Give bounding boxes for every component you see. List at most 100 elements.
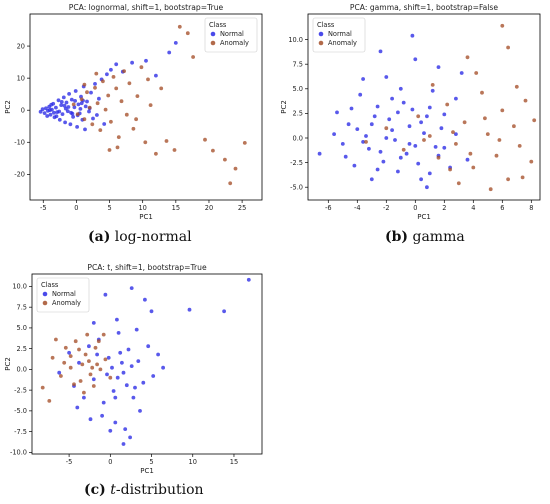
point-normal xyxy=(100,413,104,418)
series-normal xyxy=(38,41,178,132)
y-tick-label: 0.0 xyxy=(17,366,28,374)
point-normal xyxy=(76,102,81,107)
point-normal xyxy=(87,109,91,114)
point-normal xyxy=(109,67,113,72)
y-tick-label: -2.5 xyxy=(14,386,27,394)
point-anomaly xyxy=(59,374,63,378)
point-anomaly xyxy=(80,362,85,367)
point-anomaly xyxy=(185,31,190,36)
point-anomaly xyxy=(159,86,164,91)
point-normal xyxy=(95,352,99,357)
point-normal xyxy=(410,33,415,38)
point-anomaly xyxy=(148,103,153,107)
point-normal xyxy=(131,395,136,400)
point-anomaly xyxy=(454,142,458,146)
point-normal xyxy=(70,111,75,116)
point-anomaly xyxy=(95,362,99,367)
point-normal xyxy=(416,161,421,166)
point-normal xyxy=(133,385,137,390)
point-anomaly xyxy=(87,105,92,110)
point-anomaly xyxy=(75,112,80,116)
point-normal xyxy=(54,114,59,119)
point-normal xyxy=(413,144,418,148)
point-anomaly xyxy=(485,132,490,137)
chart-title: PCA: lognormal, shift=1, bootstrap=True xyxy=(69,3,224,12)
point-normal xyxy=(130,60,135,65)
point-anomaly xyxy=(384,126,389,131)
series-anomaly xyxy=(71,24,247,186)
point-anomaly xyxy=(364,140,368,144)
point-anomaly xyxy=(111,75,116,79)
point-normal xyxy=(144,58,148,63)
point-normal xyxy=(38,109,43,114)
point-anomaly xyxy=(506,177,510,182)
caption-b-letter: (b) xyxy=(385,229,409,245)
point-normal xyxy=(64,100,69,105)
point-anomaly xyxy=(114,86,119,91)
point-normal xyxy=(67,350,71,355)
point-normal xyxy=(57,117,62,122)
point-anomaly xyxy=(436,155,441,160)
point-normal xyxy=(72,105,77,110)
point-normal xyxy=(396,110,400,115)
legend-box xyxy=(36,277,90,313)
point-normal xyxy=(61,95,66,100)
point-normal xyxy=(121,370,126,375)
point-normal xyxy=(106,355,111,360)
y-tick-label: -20 xyxy=(14,171,25,179)
point-normal xyxy=(364,134,368,138)
legend-title: Class xyxy=(209,21,227,29)
point-normal xyxy=(62,103,67,108)
point-anomaly xyxy=(131,126,136,131)
point-normal xyxy=(108,428,113,433)
x-axis-label: PC1 xyxy=(139,213,153,221)
x-tick-label: 10 xyxy=(189,458,197,466)
y-tick-label: -7.5 xyxy=(14,428,27,436)
point-anomaly xyxy=(203,137,207,142)
point-normal xyxy=(116,331,121,335)
y-tick-label: 10.0 xyxy=(12,283,27,291)
series-anomaly xyxy=(40,332,113,403)
point-normal xyxy=(317,151,322,156)
point-anomaly xyxy=(211,148,215,153)
point-normal xyxy=(103,292,108,297)
point-normal xyxy=(390,96,394,101)
scatter-panel-gamma: PCA: gamma, shift=1, bootstrap=False -6 -4… xyxy=(280,3,541,221)
point-anomaly xyxy=(223,157,227,162)
point-normal xyxy=(128,435,133,440)
point-anomaly xyxy=(143,140,148,145)
point-anomaly xyxy=(106,93,111,98)
x-tick-label: -5 xyxy=(40,204,47,212)
point-anomaly xyxy=(127,81,132,86)
point-normal xyxy=(161,365,166,370)
point-anomaly xyxy=(109,119,113,124)
y-tick-label: 5.0 xyxy=(17,324,28,332)
y-tick-label: 0.0 xyxy=(293,134,304,142)
x-tick-label: 0 xyxy=(413,204,417,212)
point-normal xyxy=(372,114,377,119)
point-normal xyxy=(343,154,348,159)
point-normal xyxy=(439,126,444,131)
x-tick-label: 10 xyxy=(138,204,146,212)
point-normal xyxy=(79,101,84,106)
x-tick-label: -5 xyxy=(66,458,73,466)
y-tick-label: 20 xyxy=(17,42,25,50)
scatter-panel-lognormal: PCA: lognormal, shift=1, bootstrap=True -… xyxy=(4,3,263,221)
point-anomaly xyxy=(462,120,467,125)
legend-title: Class xyxy=(317,21,335,29)
point-anomaly xyxy=(488,187,493,192)
point-anomaly xyxy=(62,360,67,365)
legend-box xyxy=(312,17,366,53)
point-normal xyxy=(129,286,134,290)
point-anomaly xyxy=(456,181,461,186)
point-normal xyxy=(67,92,71,96)
point-normal xyxy=(393,138,397,142)
plot-frame xyxy=(29,13,263,201)
point-normal xyxy=(69,97,74,102)
point-anomaly xyxy=(47,399,52,403)
point-anomaly xyxy=(512,124,516,129)
point-normal xyxy=(187,307,192,312)
y-tick-label: -10.0 xyxy=(10,449,27,457)
point-anomaly xyxy=(497,138,502,142)
point-anomaly xyxy=(451,130,455,135)
